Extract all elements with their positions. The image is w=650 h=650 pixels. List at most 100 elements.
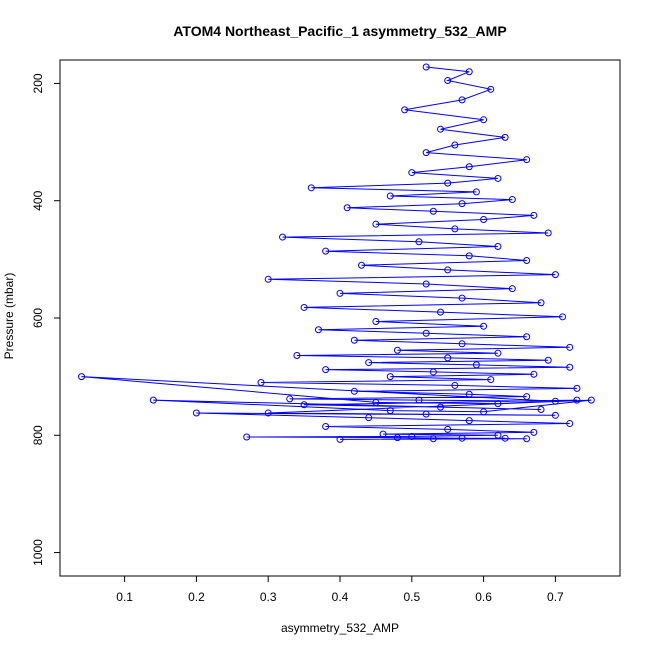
data-point [386,373,394,381]
y-tick-label: 800 [31,425,45,445]
data-point [415,238,423,246]
x-tick-label: 0.3 [260,590,277,604]
data-point [350,387,358,395]
data-point [372,318,380,326]
data-point [501,434,509,442]
data-point [530,428,538,436]
data-point [293,352,301,360]
data-point [257,379,265,386]
data-point [365,359,373,367]
data-point [465,163,473,171]
data-point [458,200,466,208]
y-axis: 200 400 600 800 1000 [31,73,60,566]
data-point [422,329,430,337]
data-point [149,396,157,404]
data-point [544,356,552,364]
data-point [472,188,480,196]
data-point [566,420,574,428]
y-tick-label: 400 [31,190,45,210]
x-tick-label: 0.6 [475,590,492,604]
y-tick-label: 200 [31,73,45,93]
data-point [530,211,538,219]
data-point [300,401,308,409]
chart-title: ATOM4 Northeast_Pacific_1 asymmetry_532_… [173,23,506,39]
data-point [437,308,445,316]
data-point [458,434,466,442]
data-point [78,373,86,381]
data-point [408,432,416,440]
data-point [429,368,437,376]
data-point [523,393,531,401]
data-point [343,204,351,212]
data-point [573,384,581,392]
data-point [264,275,272,283]
data-point [508,285,516,293]
x-tick-label: 0.2 [188,590,205,604]
data-point [494,242,502,250]
data-point [279,233,287,241]
data-point [192,409,200,417]
plot-frame [59,59,621,577]
data-point [523,333,531,341]
data-point [472,361,480,369]
data-point [566,343,574,351]
data-point [494,431,502,439]
y-tick-label: 600 [31,308,45,328]
data-point [422,149,430,157]
data-point [458,294,466,302]
data-point [465,417,473,425]
data-point [523,257,531,265]
data-point [537,299,545,307]
data-point [465,390,473,398]
data-point [422,280,430,288]
data-point [437,125,445,133]
data-point [494,400,502,408]
data-point [429,207,437,215]
data-point [350,336,358,344]
data-point [480,322,488,330]
data-point [422,410,430,418]
data-point [365,414,373,422]
data-point [523,435,531,443]
x-axis-label: asymmetry_532_AMP [281,621,399,635]
data-point [530,370,538,378]
data-point [480,215,488,223]
data-point [458,340,466,348]
data-point [358,261,366,269]
data-point [480,408,488,416]
data-point [422,63,430,71]
data-point [444,77,452,85]
data-point [379,430,387,438]
data-point [458,96,466,104]
data-point [587,396,595,404]
data-point [322,247,330,255]
data-point [494,349,502,357]
data-point [451,141,459,149]
y-axis-label: Pressure (mbar) [2,273,16,360]
data-point [243,433,251,441]
data-point [537,405,545,413]
data-point [393,434,401,442]
data-point [408,169,416,177]
data-point [300,303,308,311]
data-point [551,397,559,405]
data-point [393,346,401,354]
x-tick-label: 0.7 [547,590,564,604]
data-point [386,407,394,415]
data-point [372,220,380,228]
data-point [559,313,567,321]
x-tick-label: 0.4 [332,590,349,604]
data-point [336,289,344,297]
data-point [372,398,380,406]
data-point [401,106,409,114]
data-point [314,326,322,334]
data-point [322,366,330,374]
data-point [386,192,394,200]
data-point [523,156,531,164]
data-point [429,435,437,443]
data-point [501,133,509,141]
data-point [336,435,344,443]
data-point [437,403,445,411]
data-point [544,229,552,237]
